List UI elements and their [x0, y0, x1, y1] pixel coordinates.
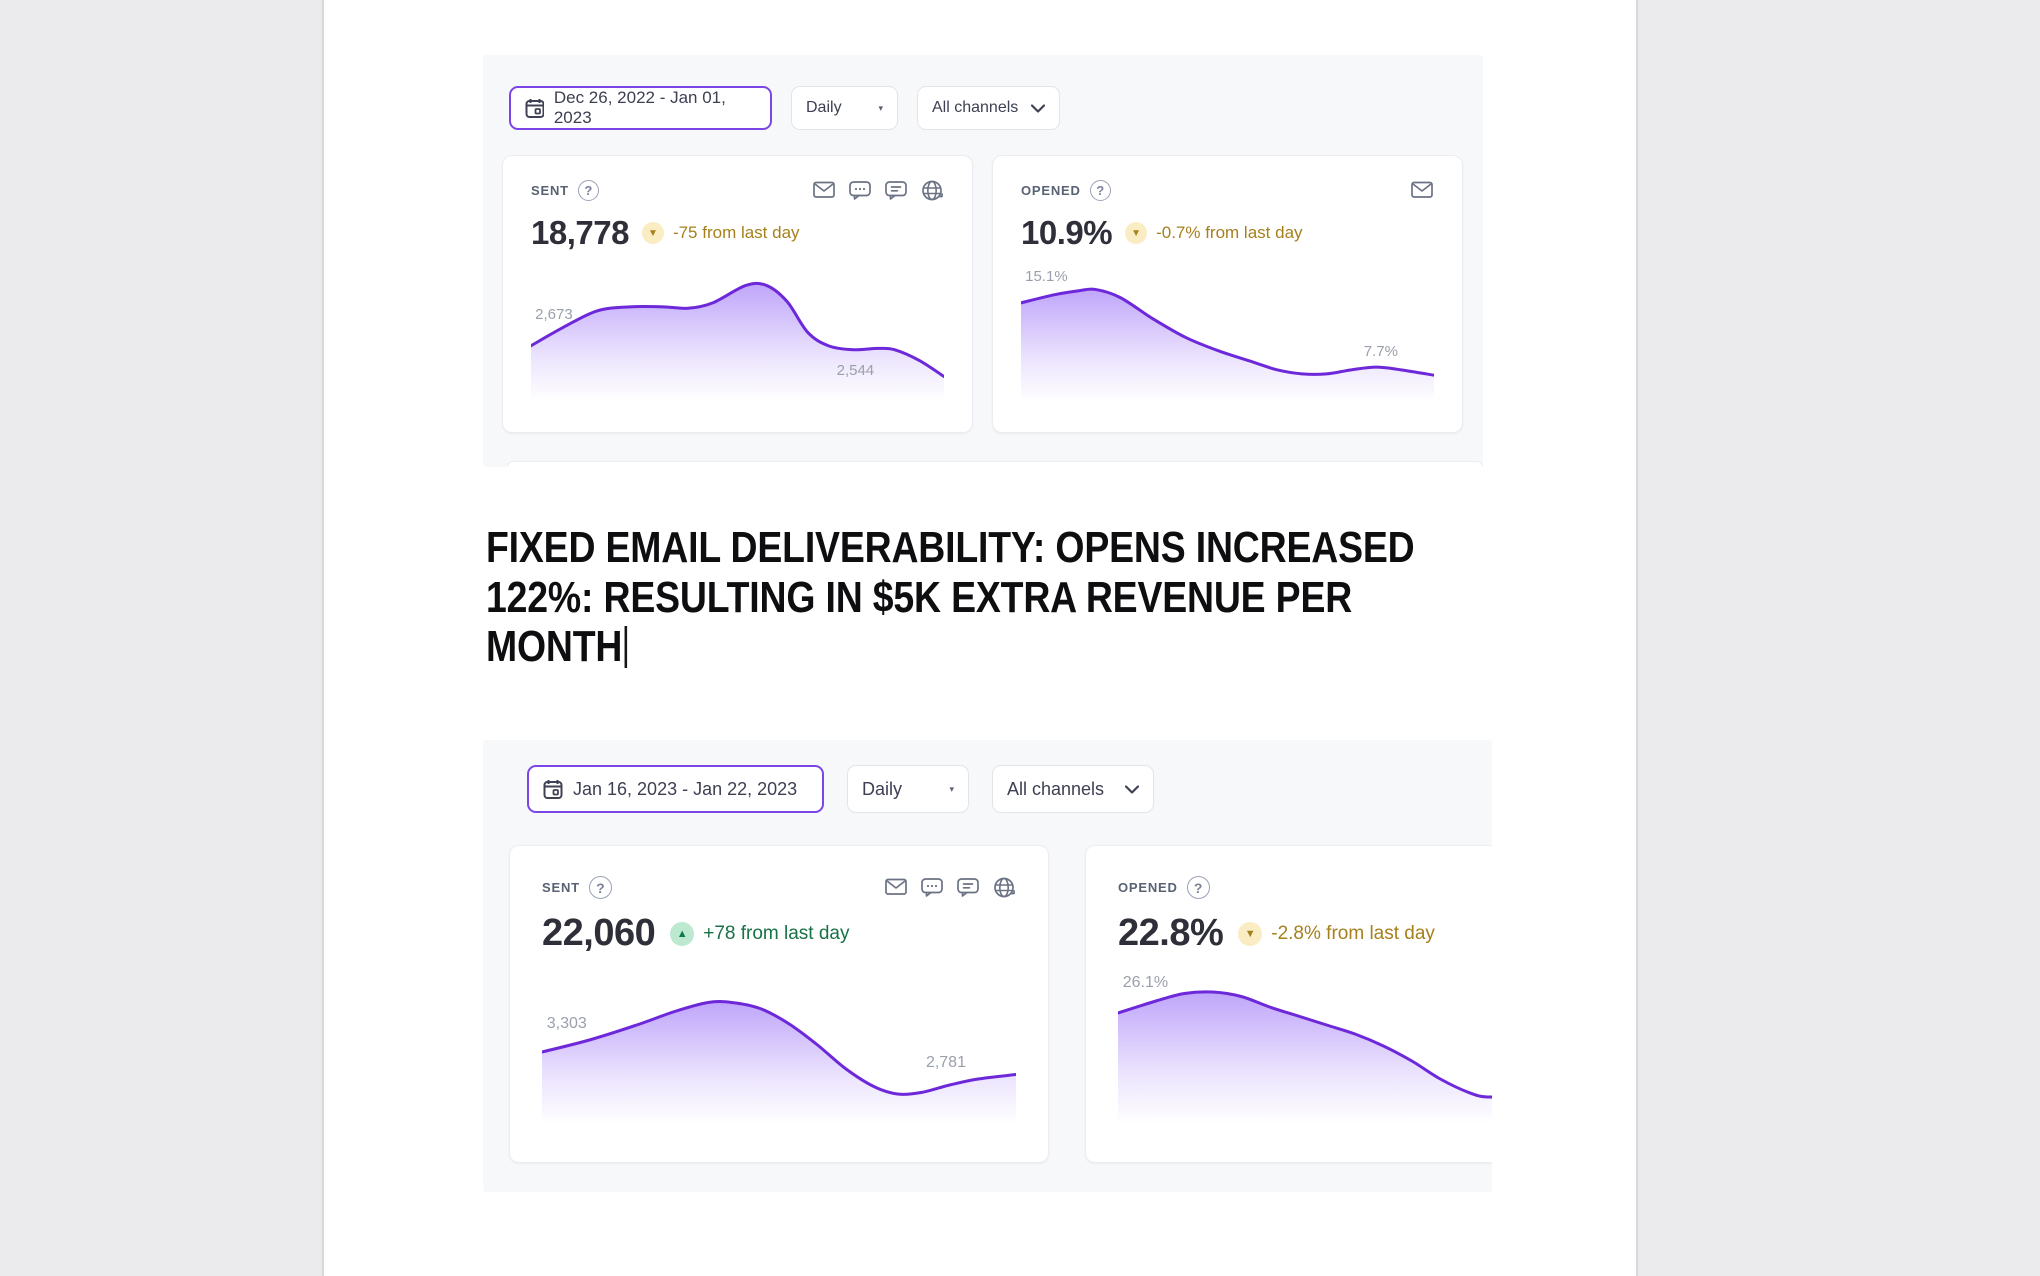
web-icon[interactable]	[993, 877, 1016, 898]
delta-text: -0.7% from last day	[1156, 223, 1303, 242]
chart-start-label: 26.1%	[1122, 974, 1169, 991]
calendar-icon	[543, 778, 563, 799]
metric-card-sent: SENT ? 18,778 ▼ -75 from last day 2,673 2…	[502, 155, 973, 433]
chart-start-label: 2,673	[535, 305, 573, 323]
document-page: Dec 26, 2022 - Jan 01, 2023 Daily ▾ All …	[322, 0, 1638, 1276]
chevron-down-icon	[1031, 103, 1045, 113]
trend-badge: ▼	[1238, 921, 1263, 946]
metric-card-opened: OPENED ? 22.8% ▼ -2.8% from last day 26.…	[1085, 845, 1492, 1163]
metric-label: OPENED	[1021, 183, 1081, 198]
help-icon[interactable]: ?	[577, 180, 599, 201]
select-arrow-icon: ▾	[949, 783, 954, 794]
metric-value: 22.8%	[1118, 912, 1224, 954]
channels-select[interactable]: All channels	[917, 86, 1060, 130]
metric-value: 22,060	[542, 912, 656, 954]
mail-icon[interactable]	[813, 180, 836, 201]
sms-icon[interactable]	[921, 877, 944, 898]
channels-select[interactable]: All channels	[992, 765, 1154, 813]
metric-card-sent: SENT ? 22,060 ▲ +78 from last day 3,303 2…	[509, 845, 1049, 1163]
opened-sparkline-chart: 15.1% 7.7%	[1021, 268, 1434, 402]
date-range-picker[interactable]: Jan 16, 2023 - Jan 22, 2023	[527, 765, 824, 813]
metric-value: 10.9%	[1021, 214, 1113, 251]
text-cursor	[624, 626, 628, 669]
metric-label: SENT	[542, 880, 580, 895]
chart-end-label: 2,781	[925, 1053, 966, 1071]
delta-text: -75 from last day	[672, 223, 800, 242]
date-range-value: Dec 26, 2022 - Jan 01, 2023	[553, 88, 726, 127]
metric-label: OPENED	[1118, 880, 1178, 895]
trend-badge: ▲	[670, 921, 695, 946]
chart-start-label: 15.1%	[1025, 268, 1068, 285]
opened-sparkline-chart: 26.1%	[1118, 974, 1492, 1124]
analytics-toolbar: Jan 16, 2023 - Jan 22, 2023 Daily ▾ All …	[527, 765, 1154, 813]
select-arrow-icon: ▾	[878, 102, 883, 113]
sent-sparkline-chart: 2,673 2,544	[531, 268, 944, 402]
calendar-icon	[525, 97, 544, 118]
metric-card-opened: OPENED ? 10.9% ▼ -0.7% from last day 15.…	[992, 155, 1463, 433]
chart-end-label: 2,544	[836, 361, 875, 379]
interval-select[interactable]: Daily ▾	[791, 86, 898, 130]
analytics-panel-2: Jan 16, 2023 - Jan 22, 2023 Daily ▾ All …	[483, 740, 1492, 1192]
delta-text: -2.8% from last day	[1271, 922, 1435, 944]
web-icon[interactable]	[921, 180, 944, 201]
channel-icons	[1411, 180, 1434, 201]
chat-icon[interactable]	[885, 180, 908, 201]
help-icon[interactable]: ?	[1186, 876, 1210, 899]
delta-text: +78 from last day	[703, 922, 850, 944]
date-range-picker[interactable]: Dec 26, 2022 - Jan 01, 2023	[509, 86, 772, 130]
sms-icon[interactable]	[849, 180, 872, 201]
trend-badge: ▼	[1125, 222, 1148, 244]
sent-sparkline-chart: 3,303 2,781	[542, 974, 1016, 1124]
analytics-panel-1: Dec 26, 2022 - Jan 01, 2023 Daily ▾ All …	[483, 55, 1483, 467]
metric-label: SENT	[531, 183, 569, 198]
chevron-down-icon	[1125, 784, 1139, 794]
channel-icons	[885, 877, 1016, 898]
chart-start-label: 3,303	[546, 1014, 587, 1032]
chart-end-label: 7.7%	[1363, 343, 1398, 361]
chat-icon[interactable]	[957, 877, 980, 898]
document-heading[interactable]: FIXED EMAIL DELIVERABILITY: OPENS INCREA…	[486, 523, 1415, 672]
help-icon[interactable]: ?	[588, 876, 612, 899]
mail-icon[interactable]	[885, 877, 908, 898]
mail-icon[interactable]	[1411, 180, 1434, 201]
help-icon[interactable]: ?	[1089, 180, 1111, 201]
trend-badge: ▼	[641, 222, 664, 244]
next-row-card-sliver	[507, 461, 1483, 467]
interval-select[interactable]: Daily ▾	[847, 765, 969, 813]
channel-icons	[813, 180, 944, 201]
date-range-value: Jan 16, 2023 - Jan 22, 2023	[573, 778, 798, 799]
metric-value: 18,778	[531, 214, 629, 251]
analytics-toolbar: Dec 26, 2022 - Jan 01, 2023 Daily ▾ All …	[509, 86, 1060, 130]
